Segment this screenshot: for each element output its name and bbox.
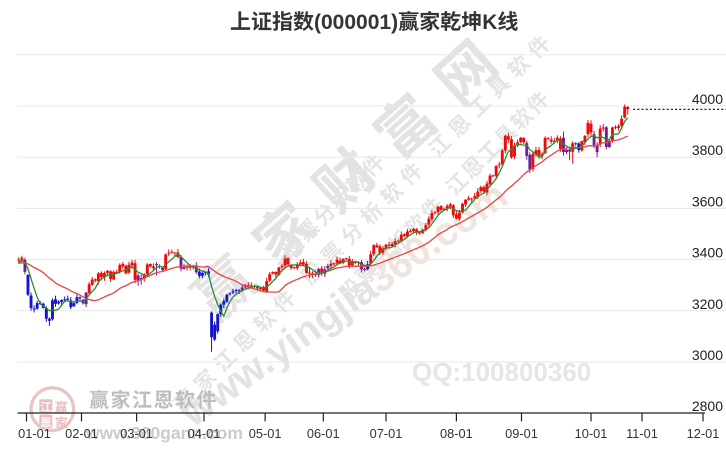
svg-text:10-01: 10-01: [575, 426, 608, 441]
svg-text:05-01: 05-01: [249, 426, 282, 441]
svg-text:08-01: 08-01: [440, 426, 473, 441]
svg-text:(000001): (000001): [314, 11, 398, 34]
svg-text:12-01: 12-01: [687, 426, 720, 441]
svg-text:02-01: 02-01: [65, 426, 98, 441]
svg-text:3000: 3000: [692, 347, 723, 363]
svg-text:4000: 4000: [692, 91, 723, 107]
svg-text:www.360gann.com: www.360gann.com: [85, 423, 243, 443]
svg-text:3400: 3400: [692, 245, 723, 261]
svg-text:03-01: 03-01: [120, 426, 153, 441]
svg-text:3200: 3200: [692, 296, 723, 312]
svg-text:09-01: 09-01: [505, 426, 538, 441]
svg-text:04-01: 04-01: [188, 426, 221, 441]
svg-text:3600: 3600: [692, 193, 723, 209]
svg-text:2800: 2800: [692, 398, 723, 414]
svg-text:3800: 3800: [692, 142, 723, 158]
svg-text:06-01: 06-01: [307, 426, 340, 441]
svg-text:K: K: [482, 11, 497, 34]
svg-text:11-01: 11-01: [626, 426, 658, 441]
svg-text:07-01: 07-01: [370, 426, 403, 441]
svg-text:01-01: 01-01: [18, 426, 51, 441]
